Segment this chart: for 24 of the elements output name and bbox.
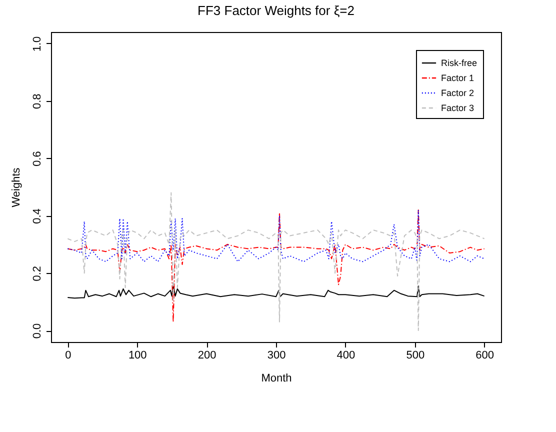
y-tick-label: 0.0 [32, 323, 44, 339]
y-tick-label: 0.2 [32, 266, 44, 282]
y-tick-label: 0.8 [32, 94, 44, 110]
x-tick-label: 200 [198, 350, 216, 362]
y-tick-label: 0.4 [32, 208, 44, 224]
line-series [67, 209, 485, 262]
y-axis-title: Weights [10, 167, 22, 208]
line-series [67, 192, 485, 332]
x-tick-label: 300 [267, 350, 286, 362]
legend-label: Factor 2 [441, 88, 474, 98]
legend-label: Factor 1 [441, 73, 474, 83]
legend-label: Factor 3 [441, 103, 474, 113]
x-tick-label: 100 [128, 350, 147, 362]
line-series [67, 284, 485, 299]
x-tick-label: 600 [476, 350, 494, 362]
line-series [67, 209, 485, 322]
x-axis-title: Month [261, 372, 292, 384]
x-tick-label: 400 [336, 350, 356, 362]
y-tick-label: 1.0 [32, 36, 44, 52]
x-tick-label: 0 [65, 350, 72, 362]
x-tick-label: 500 [406, 350, 425, 362]
y-tick-label: 0.6 [32, 151, 44, 166]
legend-label: Risk-free [441, 58, 478, 68]
chart-title: FF3 Factor Weights for ξ=2 [198, 3, 354, 18]
